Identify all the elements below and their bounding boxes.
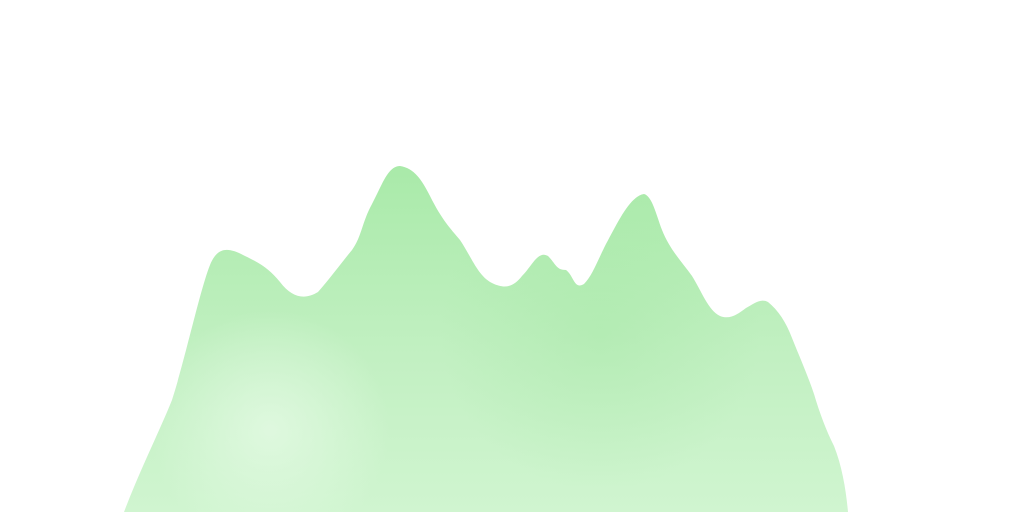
green-mountain-silhouette [124,166,848,512]
mountain-shading [124,166,848,512]
canvas [124,166,848,512]
